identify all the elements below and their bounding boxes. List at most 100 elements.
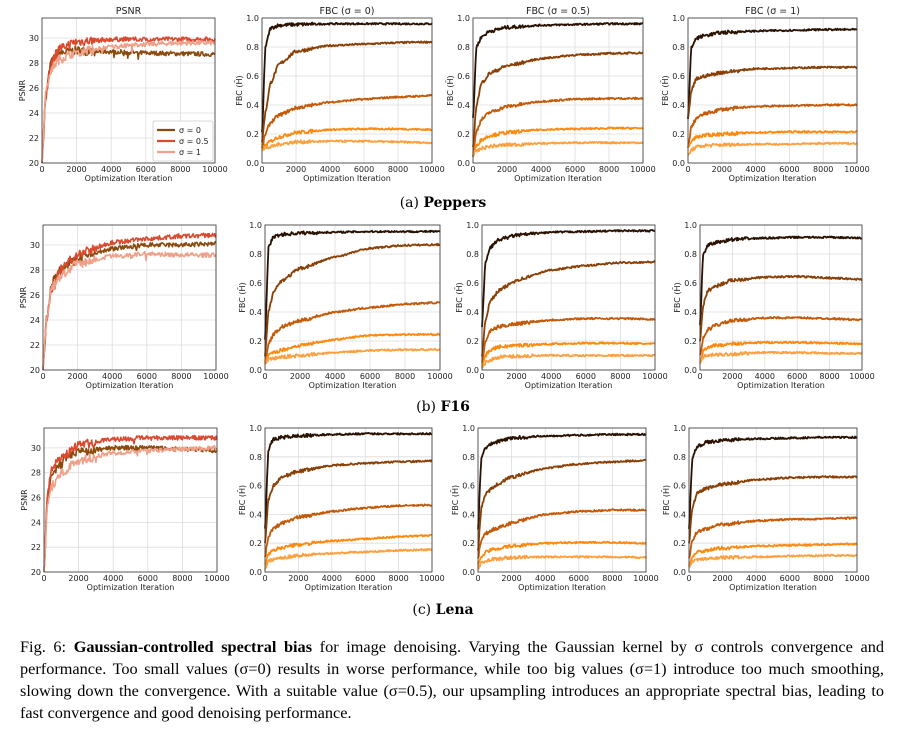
x-tick-label: 10000 — [419, 165, 444, 174]
y-tick-label: 0.6 — [673, 482, 686, 491]
y-axis-label: FBC (H̄) — [661, 485, 671, 515]
x-tick-label: 10000 — [427, 372, 452, 381]
x-axis-label: Optimization Iteration — [737, 381, 825, 390]
x-tick-label: 8000 — [172, 574, 192, 583]
chart-title: FBC (σ = 0.5) — [526, 6, 590, 17]
y-tick-label: 0.0 — [672, 159, 685, 168]
series-line-4 — [481, 341, 656, 367]
series-line-3 — [477, 508, 647, 559]
y-tick-label: 0.0 — [466, 366, 479, 375]
y-tick-label: 0.0 — [457, 159, 470, 168]
axes-frame — [688, 427, 858, 573]
x-tick-label: 4000 — [322, 574, 342, 583]
chart-title: FBC (σ = 0) — [320, 6, 375, 17]
series-line-2 — [477, 458, 647, 551]
x-tick-label: 8000 — [599, 165, 619, 174]
y-tick-label: 0.6 — [249, 482, 262, 491]
subfigure-name: Peppers — [423, 195, 487, 211]
y-tick-label: 0.6 — [466, 279, 479, 288]
x-tick-label: 8000 — [813, 574, 833, 583]
subfigure-label-peppers: (a) Peppers — [343, 195, 543, 211]
x-tick-label: 0 — [41, 574, 46, 583]
y-tick-label: 28 — [29, 59, 39, 68]
axes-frame — [261, 17, 433, 164]
y-tick-label: 26 — [31, 494, 41, 503]
chart-lena-fbc: 0 2000 4000 6000 8000 10000 0.0 0.2 0.4 0.6 0.8 1.0… — [661, 424, 870, 592]
subfigure-letter: (c) — [412, 602, 432, 618]
x-tick-label: 4000 — [755, 372, 775, 381]
series-line-1 — [477, 432, 647, 530]
y-tick-label: 0.0 — [673, 568, 686, 577]
y-tick-label: 0.4 — [684, 308, 697, 317]
x-tick-label: 4000 — [531, 165, 551, 174]
x-tick-label: 8000 — [171, 372, 191, 381]
series-line-1 — [699, 235, 863, 326]
x-tick-label: 6000 — [355, 574, 375, 583]
x-tick-label: 4000 — [746, 574, 766, 583]
x-tick-label: 0 — [685, 165, 690, 174]
x-tick-label: 6000 — [136, 165, 156, 174]
y-axis-label: FBC (H̄) — [450, 485, 460, 515]
y-tick-label: 0.8 — [673, 453, 686, 462]
y-tick-label: 0.2 — [246, 130, 259, 139]
series-line-5 — [264, 548, 433, 570]
x-axis-label: Optimization Iteration — [85, 174, 173, 183]
subfigure-name: F16 — [440, 399, 470, 415]
series-line-2 — [42, 232, 217, 371]
chart-lena-psnr: 0 2000 4000 6000 8000 10000 20 22 24 26 28 30 Optimi… — [20, 427, 230, 592]
series-line-5 — [472, 140, 644, 157]
x-tick-label: 2000 — [68, 574, 88, 583]
y-axis-label: FBC (H̄) — [234, 75, 244, 105]
series-line-2 — [264, 459, 433, 544]
axes-frame — [41, 17, 216, 164]
y-tick-label: 28 — [31, 469, 41, 478]
axes-frame — [42, 224, 217, 371]
y-axis-label: FBC (H̄) — [237, 282, 247, 312]
y-tick-label: 1.0 — [466, 221, 479, 230]
y-tick-label: 1.0 — [673, 424, 686, 433]
x-axis-label: Optimization Iteration — [525, 381, 613, 390]
x-tick-label: 0 — [39, 165, 44, 174]
x-axis-label: Optimization Iteration — [729, 174, 817, 183]
legend-entry: σ = 0 — [179, 126, 201, 135]
x-tick-label: 2000 — [66, 165, 86, 174]
x-tick-label: 2000 — [67, 372, 87, 381]
y-tick-label: 1.0 — [684, 221, 697, 230]
series-line-3 — [264, 503, 433, 558]
x-axis-label: Optimization Iteration — [87, 583, 175, 592]
series-line-2 — [687, 65, 858, 119]
series-line-4 — [687, 130, 858, 149]
chart-peppers-psnr: 0 2000 4000 6000 8000 10000 20 22 24 26 28 30 PSNR Op… — [18, 6, 228, 183]
chart-lena-fbc: 0 2000 4000 6000 8000 10000 0.0 0.2 0.4 0.6 0.8 1.0… — [450, 424, 659, 592]
subfigure-name: Lena — [435, 602, 474, 618]
series-line-1 — [687, 27, 858, 119]
y-tick-label: 0.8 — [684, 250, 697, 259]
y-tick-label: 20 — [29, 159, 39, 168]
x-tick-label: 0 — [479, 372, 484, 381]
x-tick-label: 6000 — [787, 372, 807, 381]
x-tick-label: 10000 — [202, 165, 227, 174]
y-tick-label: 0.8 — [466, 250, 479, 259]
y-tick-label: 0.2 — [249, 539, 262, 548]
x-tick-label: 4000 — [320, 165, 340, 174]
y-tick-label: 0.8 — [672, 43, 685, 52]
chart-lena-fbc: 0 2000 4000 6000 8000 10000 0.0 0.2 0.4 0.6 0.8 1.0… — [237, 424, 445, 592]
x-tick-label: 6000 — [360, 372, 380, 381]
series-line-1 — [264, 431, 433, 529]
x-axis-label: Optimization Iteration — [514, 174, 602, 183]
y-tick-label: 0.6 — [672, 72, 685, 81]
series-line-2 — [43, 434, 218, 573]
series-line-3 — [481, 316, 656, 363]
chart-title: PSNR — [116, 6, 142, 17]
y-tick-label: 0.8 — [249, 453, 262, 462]
y-tick-label: 22 — [31, 543, 41, 552]
y-tick-label: 1.0 — [457, 14, 470, 23]
series-line-1 — [261, 21, 433, 133]
x-tick-label: 8000 — [388, 574, 408, 583]
series-line-1 — [688, 435, 858, 529]
y-tick-label: 0.6 — [462, 482, 475, 491]
y-tick-label: 0.4 — [466, 308, 479, 317]
series-line-4 — [688, 542, 858, 567]
y-axis-label: PSNR — [18, 79, 27, 101]
